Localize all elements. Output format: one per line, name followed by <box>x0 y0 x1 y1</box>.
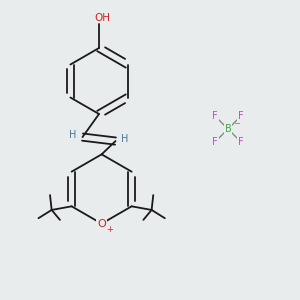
Text: F: F <box>238 111 244 121</box>
Text: F: F <box>238 137 244 147</box>
Text: B: B <box>225 124 231 134</box>
Text: F: F <box>212 111 218 121</box>
Text: +: + <box>106 224 112 233</box>
Text: −: − <box>233 119 241 128</box>
Text: O: O <box>97 219 106 229</box>
Text: H: H <box>69 130 76 140</box>
Text: OH: OH <box>94 13 110 22</box>
Text: H: H <box>122 134 129 144</box>
Text: F: F <box>212 137 218 147</box>
